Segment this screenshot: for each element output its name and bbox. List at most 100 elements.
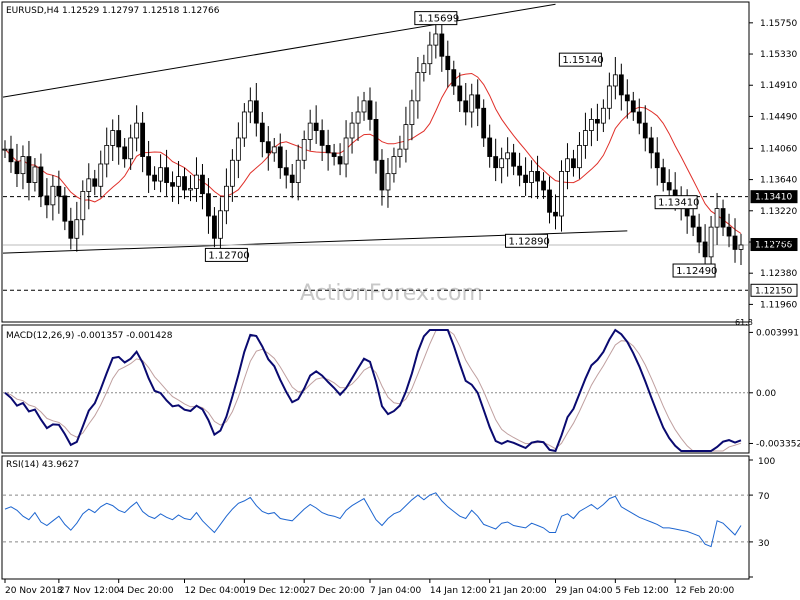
candle [654,137,660,186]
candle-body [146,156,152,176]
candle [343,120,349,178]
candle [421,54,427,82]
candle [20,145,26,190]
candle-body [14,161,20,175]
candle [732,218,738,263]
candle [594,103,600,141]
candle-body [367,100,373,120]
candle [349,111,355,154]
candle [624,79,630,119]
candle [277,133,283,179]
candle [319,119,325,162]
candle-body [415,72,421,102]
candle-body [241,111,247,139]
candle-body [170,182,175,187]
candle [577,132,582,179]
candle-body [738,244,744,250]
price-tag-label: 1.13410 [755,193,792,203]
candle-body [164,167,169,183]
candle-body [235,137,241,161]
rsi-tick-label: 70 [758,492,770,502]
candle [361,91,367,121]
macd-line [4,328,742,453]
rsi-line [4,492,742,548]
candle-body [98,163,104,187]
price-annotation-box [558,52,602,67]
candle [170,171,175,202]
candle [726,213,732,248]
candle [612,57,618,100]
candle-body [421,63,427,74]
time-tick-label: 21 Jan 20:00 [490,586,547,596]
candle-body [349,122,355,139]
candle [600,99,606,133]
candle [253,83,259,137]
time-tick-label: 29 Jan 04:00 [556,586,613,596]
time-tick-label: 14 Jan 12:00 [430,586,487,596]
candle [247,87,253,124]
candle [427,31,433,75]
candle [463,83,469,126]
candle-body [612,74,618,87]
candle [122,137,128,168]
candle [391,147,397,183]
time-tick-label: 5 Feb 12:00 [615,586,669,596]
time-tick-label: 7 Jan 04:00 [370,586,422,596]
candle-body [122,146,128,160]
candle [50,175,56,221]
candle [229,149,235,202]
candle-body [606,85,612,109]
candle-body [594,119,600,124]
candle-body [427,44,433,65]
price-tag [750,190,798,204]
candle-body [206,193,211,217]
candle [445,40,451,88]
candle [26,140,32,201]
price-tick-label: 1.13220 [760,207,797,217]
candle-body [200,174,205,195]
candle-body [654,152,660,169]
candle-body [212,215,217,239]
candle [367,87,373,131]
price-annotation-label: 1.13410 [658,198,699,209]
candle-body [439,33,445,57]
candle-body [343,137,349,165]
candle [559,160,564,232]
candle [271,137,277,162]
candle [38,153,44,208]
price-tick-label: 1.11960 [760,300,797,310]
candle [110,119,116,162]
price-annotation-box [654,195,698,210]
candle [708,215,714,273]
candle [636,98,642,135]
candle [505,137,511,177]
candle-body [475,94,481,109]
candle [80,180,86,236]
candle [188,175,193,202]
candle [223,168,229,225]
price-annotation-box [672,263,716,278]
candle [499,147,505,184]
candle-body [499,158,505,169]
candle [235,122,241,179]
candle-body [86,178,92,192]
candle [439,22,445,72]
candle [92,169,98,196]
candle-body [259,122,265,143]
moving-average-line [4,72,742,234]
candle [403,106,409,163]
price-annotation-label: 1.12490 [676,266,717,277]
candle [457,72,463,112]
price-tag-label: 1.12150 [755,286,792,296]
candle-body [182,176,187,191]
candle [218,197,223,250]
candle-body [223,185,229,212]
price-tick-label: 1.14910 [760,81,797,91]
price-tag [750,238,798,252]
candle-body [630,100,636,113]
candle [182,167,187,199]
candle [337,143,343,176]
candle [660,158,666,192]
candle-body [373,119,379,161]
candle [295,144,301,201]
